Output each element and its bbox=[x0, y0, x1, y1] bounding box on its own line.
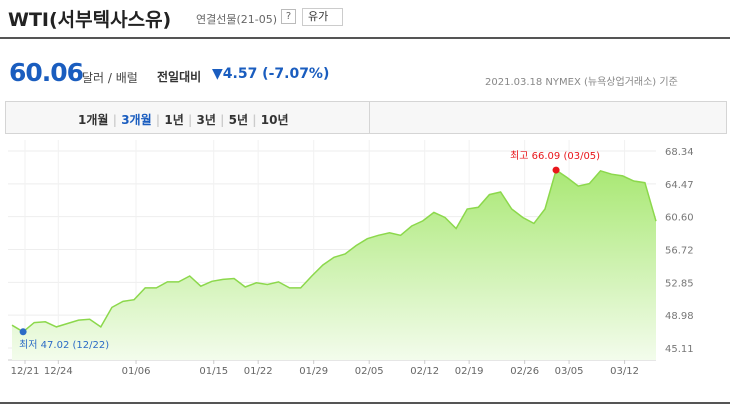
y-tick-label: 68.34 bbox=[665, 147, 694, 158]
source: 2021.03.18 NYMEX (뉴욕상업거래소) 기준 bbox=[485, 77, 678, 88]
x-tick-label: 02/05 bbox=[355, 366, 384, 377]
y-tick-label: 48.98 bbox=[665, 311, 694, 322]
x-tick-label: 02/26 bbox=[510, 366, 539, 377]
tab[interactable]: 3년 bbox=[196, 113, 216, 127]
help-button[interactable]: ? bbox=[281, 9, 296, 24]
tab[interactable]: 1개월 bbox=[78, 113, 109, 127]
annotation: 최고 66.09 (03/05) bbox=[510, 150, 600, 162]
x-tick-label: 12/21 bbox=[11, 366, 40, 377]
tab-sep: | bbox=[215, 113, 229, 127]
title: WTI(서부텍사스유) bbox=[8, 9, 172, 31]
change-label: 전일대비 bbox=[157, 70, 202, 84]
price: 60.06 bbox=[9, 58, 84, 87]
x-tick-label: 02/19 bbox=[455, 366, 484, 377]
x-tick-label: 12/24 bbox=[44, 366, 73, 377]
tab[interactable]: 5년 bbox=[228, 113, 249, 127]
x-tick-label: 03/05 bbox=[555, 366, 584, 377]
tab-sep: | bbox=[151, 113, 165, 127]
y-tick-label: 52.85 bbox=[665, 278, 694, 289]
x-tick-label: 01/15 bbox=[199, 366, 228, 377]
change: ▼4.57 (-7.07%) bbox=[212, 66, 330, 82]
x-tick-label: 03/12 bbox=[610, 366, 639, 377]
area bbox=[12, 170, 656, 360]
tab-bar: 1개월 | 3개월 | 1년 | 3년 | 5년 | 10년 bbox=[5, 101, 727, 134]
x-tick-label: 01/06 bbox=[122, 366, 151, 377]
tab-sep: | bbox=[183, 113, 197, 127]
y-tick-label: 45.11 bbox=[665, 344, 694, 355]
extreme-dot bbox=[552, 166, 560, 174]
tab[interactable]: 10년 bbox=[260, 113, 289, 127]
line bbox=[11, 168, 657, 333]
tab-sep: | bbox=[108, 113, 122, 127]
x-tick-label: 01/22 bbox=[244, 366, 273, 377]
unit: 달러 / 배럴 bbox=[82, 71, 138, 85]
x-tick-label: 01/29 bbox=[299, 366, 328, 377]
tab[interactable]: 1년 bbox=[164, 113, 184, 127]
tabs: 1개월 | 3개월 | 1년 | 3년 | 5년 | 10년 bbox=[78, 111, 289, 128]
divider bbox=[0, 37, 730, 39]
tab-sep: | bbox=[248, 113, 261, 127]
tab-separator bbox=[369, 102, 370, 133]
y-tick-label: 60.60 bbox=[665, 213, 694, 224]
x-tick-label: 02/12 bbox=[410, 366, 439, 377]
y-tick-label: 64.47 bbox=[665, 180, 694, 191]
y-tick-label: 56.72 bbox=[665, 246, 694, 257]
category-button[interactable]: 유가 bbox=[302, 8, 344, 26]
annotation: 최저 47.02 (12/22) bbox=[19, 339, 109, 351]
tab[interactable]: 3개월 bbox=[121, 113, 152, 127]
subtitle: 연결선물(21-05) bbox=[196, 13, 278, 26]
extreme-dot bbox=[19, 328, 27, 336]
